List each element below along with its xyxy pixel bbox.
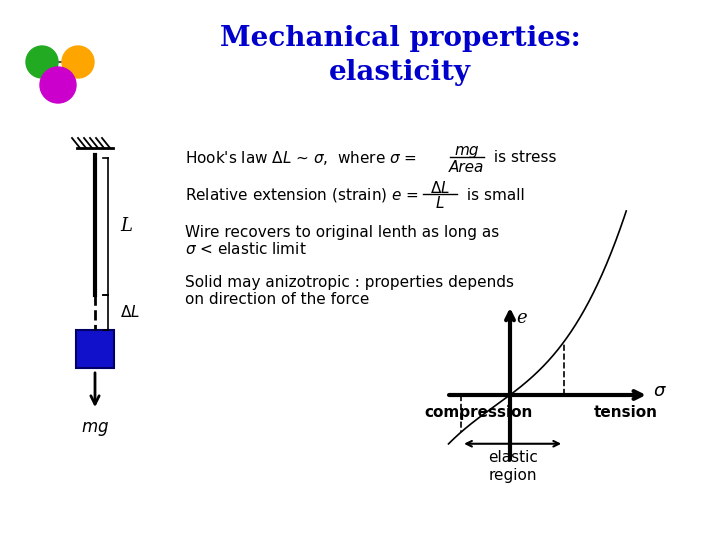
- Text: elasticity: elasticity: [329, 58, 471, 85]
- Text: Relative extension (strain) $e$ =: Relative extension (strain) $e$ =: [185, 186, 420, 204]
- Text: $\sigma$: $\sigma$: [653, 382, 667, 400]
- Circle shape: [40, 67, 76, 103]
- Text: tension: tension: [594, 405, 658, 420]
- Text: L: L: [120, 217, 132, 235]
- Bar: [76, 330, 114, 368]
- Circle shape: [26, 46, 58, 78]
- Text: is small: is small: [462, 187, 525, 202]
- Text: L: L: [436, 197, 444, 212]
- Text: is stress: is stress: [489, 151, 557, 165]
- Text: Hook's law $\Delta L$ ~ $\sigma$,  where $\sigma$ =: Hook's law $\Delta L$ ~ $\sigma$, where …: [185, 149, 419, 167]
- Text: elastic
region: elastic region: [487, 450, 538, 483]
- Text: $\sigma$ < elastic limit: $\sigma$ < elastic limit: [185, 241, 307, 257]
- Text: e: e: [516, 309, 526, 327]
- Text: Mechanical properties:: Mechanical properties:: [220, 24, 580, 51]
- Text: $\Delta L$: $\Delta L$: [430, 180, 450, 196]
- Text: on direction of the force: on direction of the force: [185, 292, 369, 307]
- Text: Solid may anizotropic : properties depends: Solid may anizotropic : properties depen…: [185, 274, 514, 289]
- Text: mg: mg: [455, 144, 480, 159]
- Text: compression: compression: [424, 405, 532, 420]
- Text: Wire recovers to original lenth as long as: Wire recovers to original lenth as long …: [185, 225, 499, 240]
- Text: Area: Area: [449, 159, 485, 174]
- Circle shape: [62, 46, 94, 78]
- Text: $mg$: $mg$: [81, 420, 109, 438]
- Text: $\Delta L$: $\Delta L$: [120, 304, 140, 320]
